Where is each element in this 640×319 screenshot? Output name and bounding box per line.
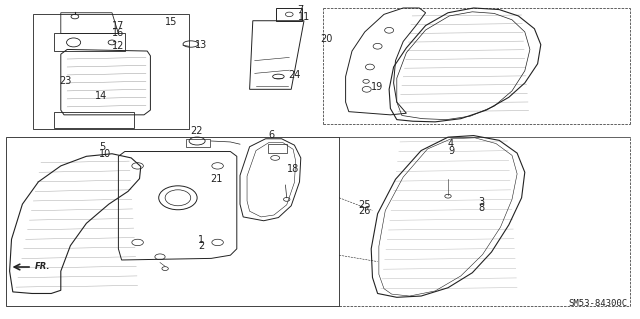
Text: 12: 12 <box>112 41 124 51</box>
Text: 15: 15 <box>165 17 177 27</box>
Text: 25: 25 <box>358 200 371 210</box>
Text: 24: 24 <box>288 70 300 80</box>
Text: 14: 14 <box>95 91 107 101</box>
Bar <box>186 139 210 147</box>
Text: 1: 1 <box>198 235 205 245</box>
Text: 11: 11 <box>298 11 310 22</box>
Text: 3: 3 <box>479 197 485 207</box>
Text: 5: 5 <box>99 142 106 152</box>
Text: 10: 10 <box>99 149 111 159</box>
Text: 21: 21 <box>210 174 222 184</box>
Bar <box>268 144 287 153</box>
Text: 9: 9 <box>448 145 454 156</box>
Text: 7: 7 <box>298 4 304 15</box>
Text: 16: 16 <box>112 28 124 39</box>
Text: 13: 13 <box>195 40 207 50</box>
Text: 8: 8 <box>479 203 485 213</box>
Text: SM53-84300C: SM53-84300C <box>568 299 627 308</box>
Text: 6: 6 <box>269 130 275 140</box>
Text: 20: 20 <box>320 34 332 44</box>
Text: 4: 4 <box>448 139 454 149</box>
Text: 19: 19 <box>371 82 383 92</box>
Text: 22: 22 <box>191 126 204 136</box>
Bar <box>276 8 302 21</box>
Text: FR.: FR. <box>35 262 51 271</box>
Text: 2: 2 <box>198 241 205 251</box>
Text: 26: 26 <box>358 206 371 216</box>
Text: 23: 23 <box>59 76 71 86</box>
Text: 17: 17 <box>112 21 124 31</box>
Text: 18: 18 <box>287 164 299 174</box>
